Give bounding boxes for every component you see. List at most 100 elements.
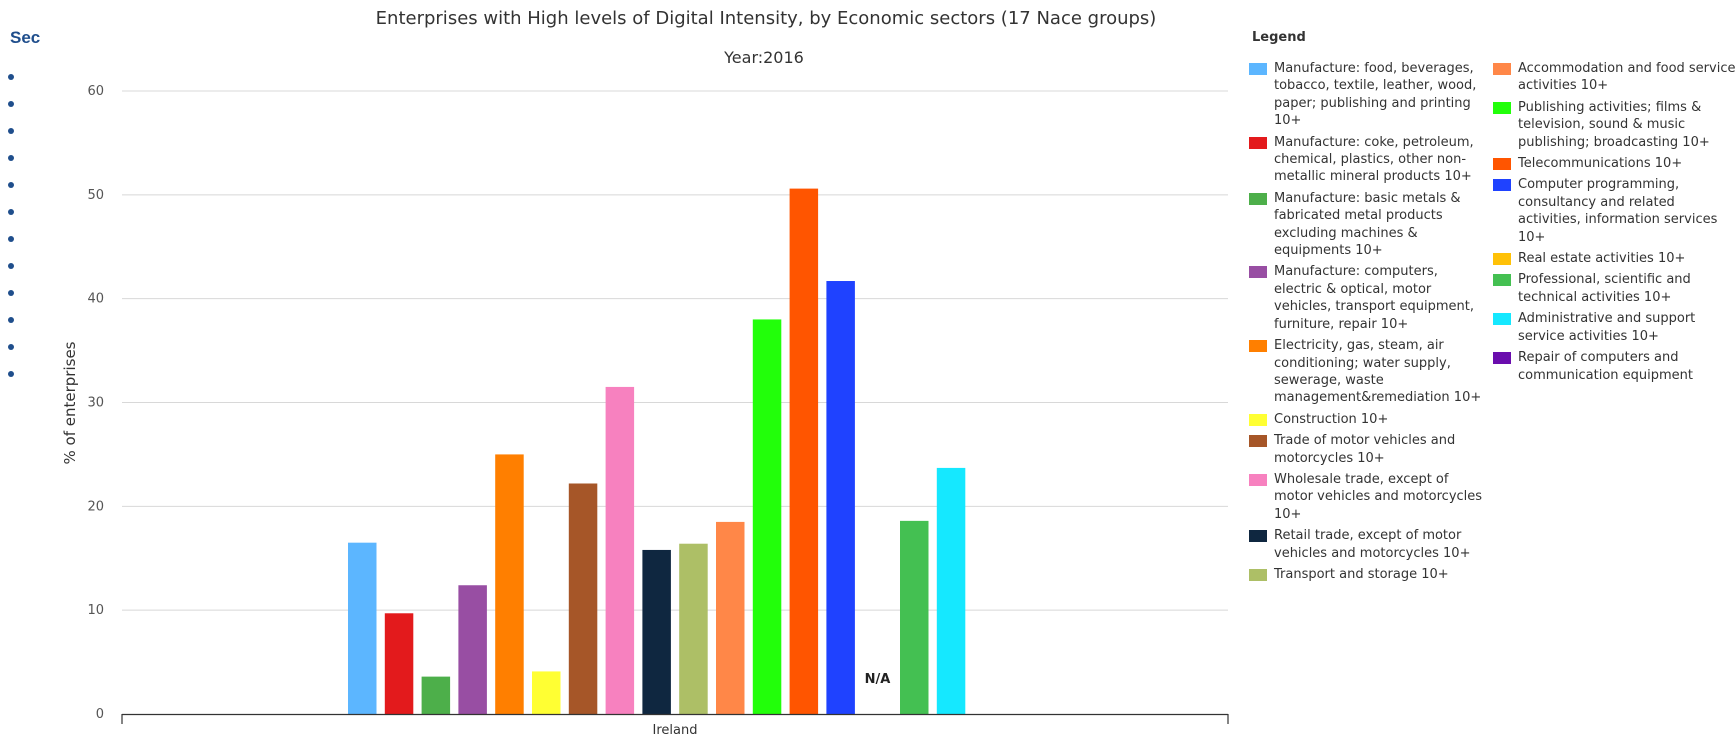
legend-item[interactable]: Manufacture: food, beverages, tobacco, t… — [1248, 60, 1484, 130]
y-tick-label: 30 — [87, 396, 104, 411]
y-tick-label: 50 — [87, 188, 104, 203]
legend-item[interactable]: Manufacture: basic metals & fabricated m… — [1248, 190, 1484, 260]
legend-swatch — [1249, 413, 1267, 426]
legend-label: Professional, scientific and technical a… — [1518, 272, 1691, 305]
legend-item[interactable]: Accommodation and food service activitie… — [1492, 60, 1736, 95]
y-tick-label: 0 — [96, 707, 104, 722]
legend-label: Manufacture: food, beverages, tobacco, t… — [1274, 61, 1477, 129]
legend-item[interactable]: Manufacture: coke, petroleum, chemical, … — [1248, 134, 1484, 186]
legend-label: Manufacture: coke, petroleum, chemical, … — [1274, 134, 1474, 185]
y-tick-label: 60 — [87, 84, 104, 99]
legend: Legend Manufacture: food, beverages, tob… — [1248, 30, 1736, 582]
legend-label: Wholesale trade, except of motor vehicle… — [1274, 471, 1483, 522]
legend-item[interactable]: Computer programming, consultancy and re… — [1492, 176, 1736, 246]
sidebar-bullet[interactable] — [8, 371, 14, 377]
legend-swatch — [1493, 313, 1511, 326]
legend-item[interactable]: Administrative and support service activ… — [1492, 310, 1736, 345]
legend-item[interactable]: Repair of computers and communication eq… — [1492, 349, 1736, 384]
legend-swatch — [1493, 63, 1511, 75]
legend-label: Retail trade, except of motor vehicles a… — [1274, 528, 1471, 561]
y-axis-ticks: 0 10 20 30 40 50 60 — [87, 84, 104, 722]
legend-swatch — [1493, 158, 1511, 171]
legend-swatch — [1493, 101, 1511, 114]
legend-item[interactable]: Manufacture: computers, electric & optic… — [1248, 263, 1484, 333]
bar[interactable] — [421, 676, 451, 714]
y-tick-label: 20 — [87, 499, 104, 514]
legend-label: Electricity, gas, steam, air conditionin… — [1274, 338, 1482, 406]
x-category-label: Ireland — [653, 723, 698, 737]
legend-label: Repair of computers and communication eq… — [1518, 350, 1694, 383]
legend-item[interactable]: Electricity, gas, steam, air conditionin… — [1248, 337, 1484, 407]
missing-value-label: N/A — [865, 672, 891, 687]
legend-swatch — [1493, 274, 1511, 287]
legend-item[interactable]: Transport and storage 10+ — [1248, 566, 1484, 583]
x-axis: Ireland — [121, 713, 1229, 737]
legend-swatch — [1249, 136, 1267, 149]
legend-item[interactable]: Professional, scientific and technical a… — [1492, 271, 1736, 306]
legend-label: Trade of motor vehicles and motorcycles … — [1274, 433, 1456, 466]
legend-label: Construction 10+ — [1274, 411, 1389, 427]
legend-label: Administrative and support service activ… — [1518, 311, 1696, 344]
sidebar-bullet[interactable] — [8, 101, 14, 107]
bar[interactable] — [826, 281, 855, 714]
legend-item[interactable]: Real estate activities 10+ — [1492, 250, 1736, 267]
sidebar-bullet[interactable] — [8, 155, 14, 161]
y-axis-label: % of enterprises — [61, 341, 79, 464]
legend-swatch — [1249, 266, 1267, 279]
legend-item[interactable]: Publishing activities; films & televisio… — [1492, 99, 1736, 151]
legend-swatch — [1493, 352, 1511, 365]
bar[interactable] — [568, 483, 598, 714]
sidebar-bullet[interactable] — [8, 236, 14, 242]
sidebar-bullet[interactable] — [8, 182, 14, 188]
bar[interactable] — [458, 585, 487, 714]
bar[interactable] — [752, 319, 782, 714]
y-tick-label: 40 — [87, 292, 104, 307]
legend-swatch — [1249, 473, 1267, 486]
legend-title: Legend — [1252, 30, 1306, 45]
bar[interactable] — [495, 454, 524, 714]
legend-swatch — [1249, 568, 1267, 581]
legend-item[interactable]: Wholesale trade, except of motor vehicle… — [1248, 471, 1484, 523]
legend-swatch — [1249, 340, 1267, 353]
legend-item[interactable]: Telecommunications 10+ — [1492, 155, 1736, 172]
legend-swatch — [1249, 530, 1267, 543]
sidebar: Sec — [0, 0, 60, 737]
bar[interactable] — [348, 542, 377, 714]
legend-label: Telecommunications 10+ — [1518, 156, 1683, 172]
bars: N/A — [348, 188, 966, 714]
sidebar-bullet[interactable] — [8, 263, 14, 269]
bar[interactable] — [789, 188, 819, 714]
bar[interactable] — [642, 549, 671, 714]
bar[interactable] — [900, 520, 929, 714]
bar[interactable] — [936, 467, 966, 714]
sidebar-bullet[interactable] — [8, 290, 14, 296]
sidebar-bullet[interactable] — [8, 317, 14, 323]
bar-chart: Enterprises with High levels of Digital … — [61, 8, 1229, 737]
legend-item[interactable]: Construction 10+ — [1248, 411, 1484, 428]
bar[interactable] — [716, 521, 745, 714]
sidebar-bullet[interactable] — [8, 128, 14, 134]
legend-swatch — [1249, 192, 1267, 205]
chart-title: Enterprises with High levels of Digital … — [376, 8, 1157, 29]
y-tick-label: 10 — [87, 603, 104, 618]
sidebar-title[interactable]: Sec — [10, 28, 41, 47]
legend-swatch — [1249, 63, 1267, 75]
legend-column-left: Manufacture: food, beverages, tobacco, t… — [1248, 60, 1484, 587]
legend-item[interactable]: Trade of motor vehicles and motorcycles … — [1248, 432, 1484, 467]
legend-item[interactable]: Retail trade, except of motor vehicles a… — [1248, 527, 1484, 562]
bar[interactable] — [679, 543, 708, 714]
legend-label: Accommodation and food service activitie… — [1518, 61, 1736, 94]
bar[interactable] — [605, 386, 635, 714]
legend-label: Computer programming, consultancy and re… — [1518, 177, 1718, 245]
legend-label: Transport and storage 10+ — [1274, 566, 1449, 582]
bar[interactable] — [532, 671, 561, 714]
legend-swatch — [1249, 435, 1267, 448]
chart-subtitle: Year:2016 — [723, 48, 804, 67]
legend-swatch — [1493, 179, 1511, 192]
legend-label: Manufacture: computers, electric & optic… — [1274, 264, 1475, 332]
legend-label: Manufacture: basic metals & fabricated m… — [1274, 190, 1461, 259]
sidebar-bullet[interactable] — [8, 344, 14, 350]
sidebar-bullet[interactable] — [8, 74, 14, 80]
sidebar-bullet[interactable] — [8, 209, 14, 215]
bar[interactable] — [384, 613, 414, 714]
